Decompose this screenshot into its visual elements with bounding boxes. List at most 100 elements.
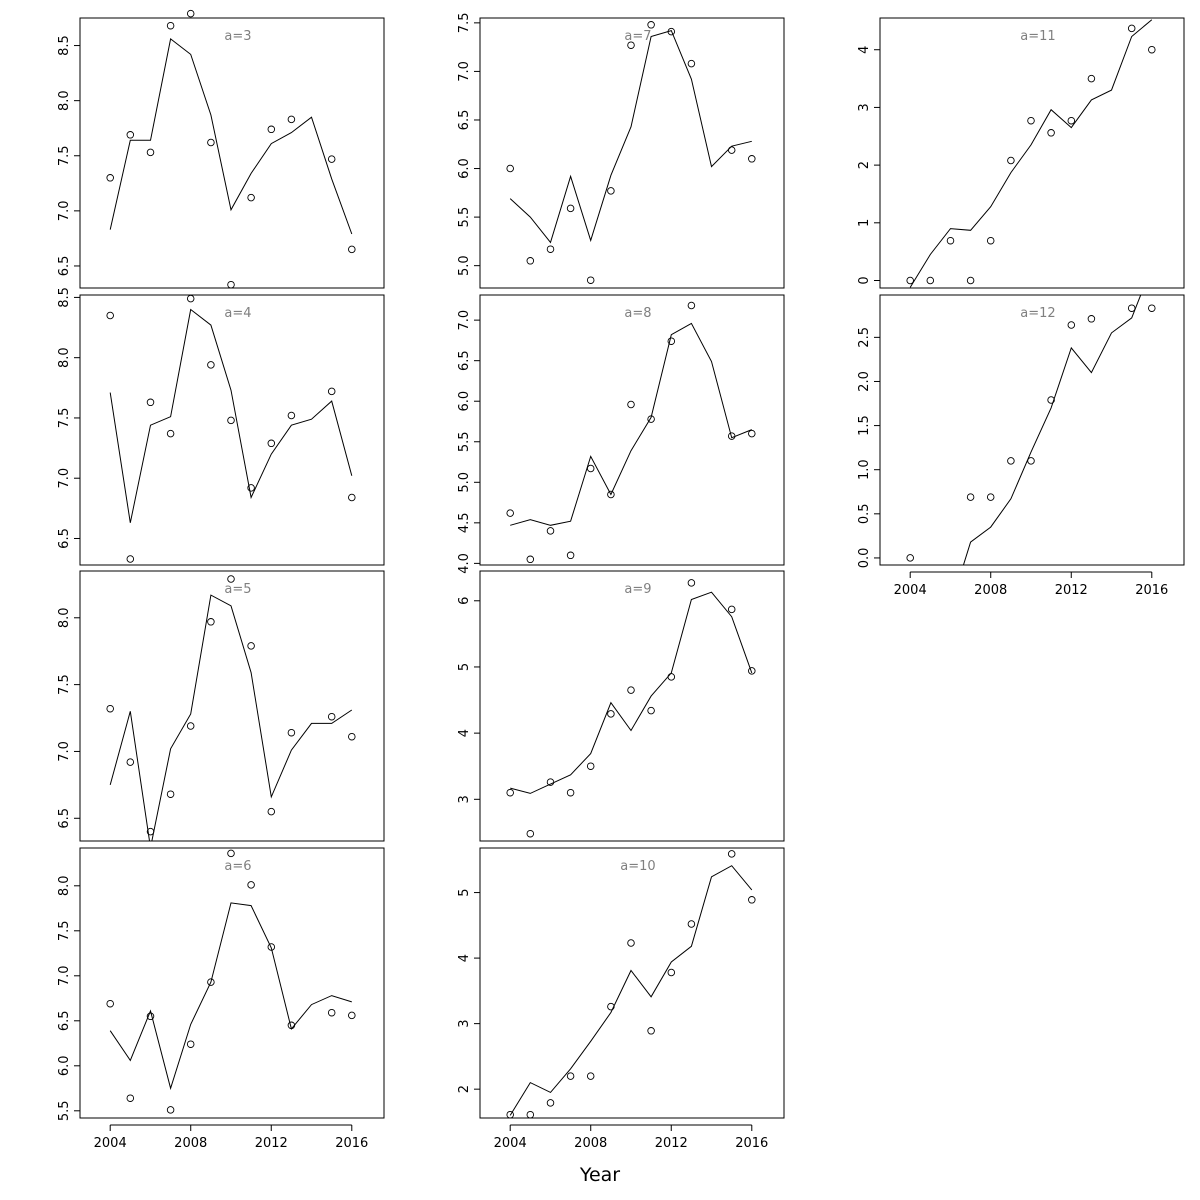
observed-point [667, 27, 676, 36]
observed-point [667, 337, 676, 345]
observed-point [207, 361, 215, 369]
y-tick-label: 8.0 [57, 347, 72, 368]
observed-point [607, 187, 615, 195]
observed-point [607, 1002, 615, 1011]
y-tick-label: 5.5 [457, 207, 472, 228]
observed-point [247, 642, 255, 650]
observed-point [106, 999, 114, 1008]
observed-point [687, 579, 696, 587]
panel-label: a=8 [624, 306, 651, 321]
panel-a-9: 3 4 5 6 a=9 [457, 570, 785, 842]
y-tick-label: 3 [457, 795, 472, 803]
observed-point [106, 174, 114, 182]
y-tick-label: 4 [457, 729, 472, 737]
y-tick-label: 8.0 [57, 607, 72, 628]
observed-point [526, 1110, 535, 1119]
observed-point [566, 1072, 575, 1080]
panel-a-7: 5.0 5.5 6.0 6.5 7.0 7.5 a=7 [457, 13, 785, 289]
observed-point [186, 294, 195, 303]
observed-point [566, 551, 575, 560]
observed-point [727, 146, 736, 154]
observed-point [667, 673, 676, 681]
observed-point [348, 493, 356, 502]
panel-frame [479, 570, 785, 842]
observed-point [166, 1106, 175, 1114]
observed-point [1148, 45, 1156, 54]
observed-point [287, 411, 296, 420]
y-tick-label: 3 [457, 1019, 472, 1027]
y-tick-label: 7.5 [457, 13, 472, 34]
observed-point [647, 706, 655, 715]
x-tick-label: 2004 [894, 583, 927, 598]
y-tick-label: 6.5 [57, 528, 72, 549]
y-tick-label: 5.0 [457, 255, 472, 276]
observed-point [748, 155, 756, 163]
y-tick-label: 6.5 [57, 256, 72, 277]
observed-point [748, 667, 756, 675]
panel-frame [79, 847, 385, 1119]
observed-point [207, 138, 215, 147]
panel-label: a=7 [624, 29, 651, 44]
observed-point [687, 301, 696, 310]
observed-point [146, 148, 155, 157]
y-tick-label: 0.5 [857, 503, 872, 524]
y-tick-label: 6.0 [457, 391, 472, 412]
fitted-line [510, 322, 752, 526]
y-tick-label: 1 [857, 219, 872, 227]
y-tick-label: 7.0 [57, 741, 72, 762]
y-tick-label: 7.5 [57, 920, 72, 941]
y-tick-label: 4 [857, 46, 872, 54]
y-tick-label: 2 [857, 161, 872, 169]
observed-point [586, 762, 595, 770]
observed-point [627, 686, 635, 694]
y-tick-label: 7.0 [457, 310, 472, 331]
panel-label: a=3 [224, 29, 251, 44]
observed-point [166, 790, 175, 798]
observed-point [647, 21, 655, 29]
observed-point [607, 710, 615, 718]
y-tick-label: 8.0 [57, 90, 72, 111]
panel-a-8: 4.0 4.5 5.0 5.5 6.0 6.5 7.0 a=8 [457, 294, 785, 574]
x-tick-label: 2016 [335, 1136, 368, 1151]
observed-point [627, 939, 635, 947]
observed-point [526, 555, 535, 564]
observed-point [506, 788, 514, 797]
x-tick-label: 2012 [1055, 583, 1088, 598]
observed-point [627, 400, 635, 409]
y-tick-label: 7.0 [57, 468, 72, 489]
y-tick-label: 7.0 [457, 61, 472, 82]
y-tick-label: 6 [457, 597, 472, 605]
observed-point [906, 554, 914, 562]
x-tick-label: 2008 [574, 1136, 607, 1151]
observed-point [227, 575, 235, 583]
observed-point [1047, 396, 1055, 404]
observed-point [267, 943, 276, 951]
y-tick-label: 5.0 [457, 472, 472, 493]
observed-point [327, 712, 336, 721]
observed-point [146, 1012, 155, 1021]
observed-point [227, 416, 235, 425]
observed-point [186, 9, 195, 18]
observed-point [526, 829, 535, 838]
observed-point [348, 1011, 356, 1020]
observed-point [586, 1072, 595, 1080]
observed-point [506, 1110, 514, 1119]
y-tick-label: 7.5 [57, 408, 72, 429]
panel-frame [79, 17, 385, 289]
observed-point [986, 236, 995, 245]
observed-point [1127, 304, 1136, 312]
observed-point [1127, 24, 1136, 33]
observed-point [348, 245, 356, 254]
observed-point [126, 131, 135, 139]
observed-point [267, 125, 276, 134]
observed-point [126, 555, 135, 563]
y-tick-label: 7.5 [57, 674, 72, 695]
observed-point [986, 493, 995, 501]
observed-point [966, 493, 975, 501]
observed-point [327, 387, 336, 396]
y-tick-label: 4 [457, 954, 472, 962]
observed-point [247, 193, 255, 202]
panel-frame [479, 294, 785, 566]
panel-label: a=10 [620, 859, 655, 874]
observed-point [647, 1027, 655, 1035]
